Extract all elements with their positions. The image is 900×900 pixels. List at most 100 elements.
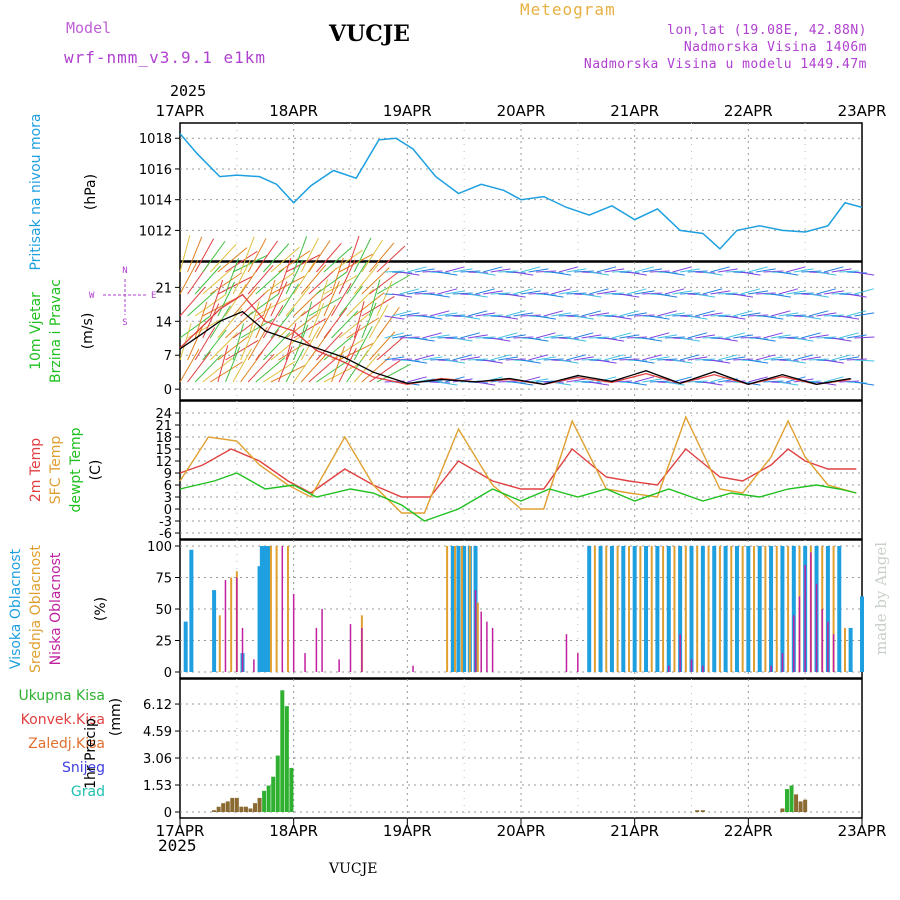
precip-bar	[784, 789, 789, 812]
cloud-bar-0	[621, 546, 626, 672]
wind-arrow	[179, 260, 199, 295]
precip-legend-0: Ukupna Kisa	[18, 688, 105, 704]
wind-arrow	[399, 271, 420, 276]
wind-arrow	[323, 281, 340, 317]
wind-arrow	[831, 292, 852, 295]
wind-arrow	[725, 380, 746, 383]
wind-arrow	[816, 288, 836, 295]
wind-arrow	[717, 337, 738, 342]
wind-arrow	[338, 259, 356, 295]
wind-arrow	[323, 307, 348, 339]
wind-arrow	[740, 336, 761, 339]
wind-arrow	[384, 270, 405, 273]
wind-arrow	[695, 293, 716, 298]
wind-arrow	[278, 346, 293, 383]
wind-arrow	[240, 289, 269, 317]
wind-arrow	[551, 312, 572, 317]
wind-arrow	[702, 271, 723, 276]
wind-arrow	[733, 334, 754, 339]
x-tick-label-bottom: 19APR	[383, 822, 432, 840]
cloud-bar-2	[480, 611, 482, 672]
cloud-bar-1	[684, 546, 687, 672]
precip-bar	[798, 801, 803, 812]
y-tick-label: 24	[155, 407, 172, 422]
wind-arrow	[346, 235, 360, 273]
wind-arrow	[460, 270, 481, 273]
wind-arrow	[414, 292, 435, 295]
y-tick-label: 75	[155, 572, 172, 587]
precip-legend-4: Grad	[71, 784, 105, 800]
wind-arrow	[407, 314, 428, 317]
wind-arrow	[551, 336, 572, 339]
temp-unit-label: (C)	[88, 460, 104, 481]
wind-arrow	[839, 315, 860, 320]
x-tick-label-bottom: 18APR	[269, 822, 318, 840]
wind-arrow	[376, 334, 407, 361]
cloud-bar-2	[702, 665, 704, 672]
wind-arrow	[536, 356, 556, 361]
wind-arrow	[664, 336, 685, 339]
wind-arrow	[619, 358, 640, 361]
wind-arrow	[733, 310, 753, 317]
wind-arrow	[611, 356, 632, 361]
wind-arrow	[460, 332, 480, 339]
wind-arrow	[505, 293, 526, 298]
wind-arrow	[437, 312, 458, 317]
y-tick-label: 21	[155, 281, 172, 296]
wind-arrow	[323, 246, 353, 273]
wind-arrow	[407, 290, 428, 295]
wind-arrow	[717, 292, 739, 295]
wind-arrow	[839, 270, 860, 273]
cloud-bar-2	[491, 627, 494, 672]
wind-arrow	[278, 250, 311, 273]
wind-arrow	[687, 380, 708, 383]
precip-bar	[225, 801, 230, 812]
wind-arrow	[376, 306, 400, 339]
wind-arrow	[498, 356, 519, 361]
wind-arrow	[770, 293, 791, 298]
cloud-legend-1: Srednja Oblacnost	[28, 545, 44, 673]
precip-legend-2: Zaledj.Kisa	[28, 736, 105, 752]
precip-bar	[243, 806, 248, 812]
wind-arrow	[278, 339, 312, 361]
wind-arrow	[558, 290, 579, 295]
wind-arrow	[596, 314, 617, 317]
wind-arrow	[823, 266, 844, 273]
wind-arrow	[240, 350, 264, 383]
cloud-bar-2	[770, 665, 772, 672]
wind-arrow	[475, 381, 496, 386]
wind-arrow	[687, 270, 708, 273]
wind-arrow	[422, 270, 443, 273]
wind-arrow	[755, 268, 776, 273]
wind-arrow	[316, 331, 343, 361]
wind-arrow	[467, 310, 488, 317]
wind-arrow	[611, 315, 632, 320]
precip-bar	[262, 790, 267, 812]
wind-arrow	[725, 356, 746, 361]
precip-bar	[212, 810, 217, 812]
wind-arrow	[755, 354, 776, 361]
wind-arrow	[748, 314, 769, 317]
wind-arrow	[596, 290, 617, 295]
y-tick-label: 0	[164, 503, 172, 518]
wind-arrow	[725, 315, 746, 320]
wind-arrow	[574, 380, 595, 383]
wind-arrow	[816, 312, 837, 317]
wind-arrow	[361, 302, 377, 339]
wind-arrow	[793, 337, 814, 342]
wind-arrow	[475, 336, 496, 339]
precip-legend-1: Konvek.Kisa	[21, 712, 105, 728]
cloud-bar-1	[639, 546, 642, 672]
wind-arrow	[505, 310, 526, 317]
wind-arrow	[801, 332, 821, 339]
wind-arrow	[467, 293, 488, 298]
wind-arrow	[262, 305, 284, 339]
wind-arrow	[353, 301, 365, 339]
cloud-bar-1	[286, 546, 289, 672]
wind-arrow	[210, 272, 243, 295]
station-title: VUCJE	[329, 21, 410, 47]
wind-arrow	[316, 242, 342, 273]
wind-arrow	[589, 271, 610, 276]
cloud-bar-2	[679, 634, 681, 672]
wind-arrow	[748, 266, 768, 273]
